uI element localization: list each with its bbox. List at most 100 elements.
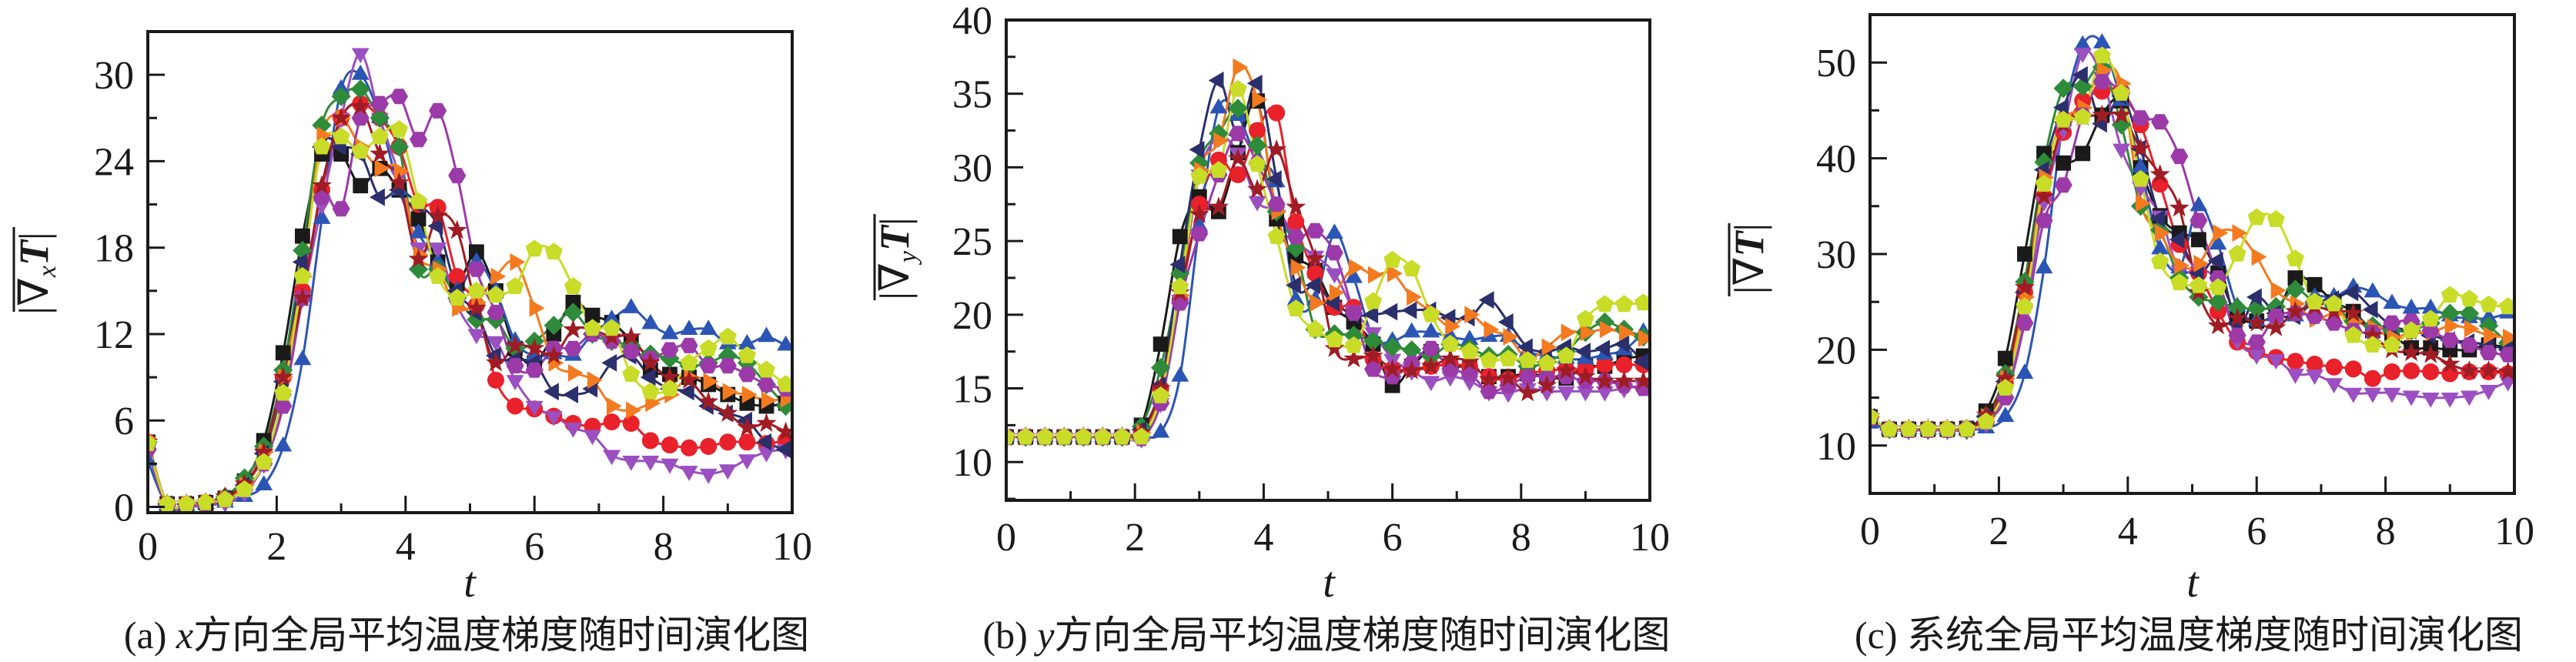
triangle-right-marker: [2193, 255, 2210, 272]
diamond-marker: [544, 316, 564, 336]
star-marker: [737, 416, 758, 436]
hexagon-marker: [2054, 177, 2073, 193]
hexagon-marker: [2421, 323, 2440, 339]
pentagon-marker: [1055, 427, 1073, 445]
pentagon-marker: [2093, 46, 2111, 64]
triangle-down-marker: [2306, 369, 2323, 385]
triangle-right-marker: [722, 383, 738, 401]
pentagon-marker: [216, 490, 234, 507]
pentagon-marker: [196, 493, 215, 510]
hexagon-marker: [738, 366, 756, 383]
triangle-down-marker: [506, 375, 524, 390]
triangle-left-marker: [1633, 353, 1649, 371]
star-marker: [1556, 359, 1577, 379]
triangle-down-marker: [699, 468, 718, 484]
star-marker: [2169, 197, 2190, 217]
triangle-left-marker: [2362, 300, 2378, 319]
hexagon-marker: [1480, 383, 1498, 400]
triangle-left-marker: [1246, 74, 1263, 92]
hexagon-marker: [2035, 212, 2053, 229]
triangle-right-marker: [626, 401, 641, 420]
pentagon-marker: [2344, 326, 2363, 343]
y-tick-label: 12: [94, 313, 134, 357]
hexagon-marker: [1518, 369, 1537, 385]
triangle-down-marker: [661, 458, 679, 474]
triangle-up-marker: [2132, 157, 2149, 173]
star-marker: [253, 441, 274, 461]
triangle-down-marker: [738, 454, 756, 470]
triangle-left-marker: [1169, 256, 1186, 274]
triangle-up-marker: [2093, 33, 2111, 48]
diamond-marker: [2227, 298, 2247, 318]
diamond-marker: [1402, 340, 1422, 360]
pentagon-marker: [1441, 335, 1460, 352]
pentagon-marker: [1364, 292, 1382, 309]
triangle-left-marker: [2149, 209, 2166, 228]
hexagon-marker: [2267, 308, 2285, 324]
pentagon-marker: [2441, 286, 2459, 303]
triangle-up-marker: [661, 323, 679, 339]
star-marker: [292, 287, 313, 307]
pentagon-marker: [2209, 278, 2227, 296]
star-marker: [2207, 315, 2229, 335]
star-marker: [1575, 366, 1596, 386]
triangle-up-marker: [2480, 308, 2497, 323]
square-marker: [2307, 276, 2323, 293]
star-marker: [447, 219, 467, 239]
triangle-right-marker: [2174, 256, 2190, 275]
pentagon-marker: [467, 281, 486, 299]
pentagon-marker: [1422, 305, 1440, 323]
triangle-left-marker: [1266, 170, 1282, 189]
triangle-right-marker: [2135, 194, 2151, 212]
hexagon-marker: [1460, 366, 1479, 382]
hexagon-marker: [758, 376, 776, 393]
pentagon-marker: [274, 383, 293, 401]
y-tick-label: 0: [114, 486, 134, 530]
pentagon-marker: [544, 242, 563, 260]
triangle-up-marker: [641, 313, 660, 329]
triangle-left-marker: [544, 383, 559, 401]
triangle-left-marker: [1401, 301, 1417, 319]
triangle-left-marker: [2169, 230, 2185, 249]
pentagon-marker: [1899, 420, 1918, 437]
star-marker: [2130, 138, 2151, 158]
triangle-down-marker: [429, 242, 447, 258]
hexagon-marker: [2325, 315, 2343, 331]
triangle-up-marker: [2364, 282, 2382, 298]
circle-marker: [1596, 356, 1614, 373]
triangle-right-marker: [1619, 323, 1634, 342]
pentagon-marker: [2267, 210, 2285, 227]
pentagon-marker: [584, 319, 601, 336]
triangle-up-marker: [758, 326, 775, 343]
star-marker: [427, 205, 448, 225]
pentagon-marker: [1615, 295, 1634, 313]
star-marker: [1420, 356, 1441, 375]
pentagon-marker: [1229, 79, 1247, 97]
star-marker: [2497, 361, 2514, 381]
circle-marker: [2306, 356, 2323, 373]
pentagon-marker: [1996, 379, 2015, 396]
triangle-down-marker: [1577, 386, 1594, 402]
triangle-left-marker: [2073, 65, 2088, 84]
square-marker: [1997, 350, 2013, 366]
hexagon-marker: [2132, 110, 2150, 126]
hexagon-marker: [2228, 327, 2246, 343]
x-axis-title: t: [463, 559, 477, 607]
circle-marker: [1229, 166, 1246, 183]
diamond-marker: [1228, 99, 1248, 119]
pentagon-marker: [1480, 351, 1498, 368]
star-marker: [350, 95, 371, 115]
triangle-left-marker: [2207, 252, 2223, 270]
star-marker: [1459, 351, 1480, 371]
series-markers-pentagon: [148, 120, 792, 512]
triangle-down-marker: [2402, 390, 2420, 406]
pentagon-marker: [1596, 295, 1614, 313]
pentagon-marker: [1403, 259, 1421, 277]
triangle-right-marker: [761, 391, 777, 410]
y-tick-label: 40: [952, 0, 992, 43]
triangle-down-marker: [564, 423, 582, 438]
series-markers-circle: [1006, 104, 1650, 446]
triangle-right-marker: [510, 253, 526, 271]
triangle-down-marker: [2441, 393, 2459, 408]
square-marker: [1172, 229, 1188, 245]
